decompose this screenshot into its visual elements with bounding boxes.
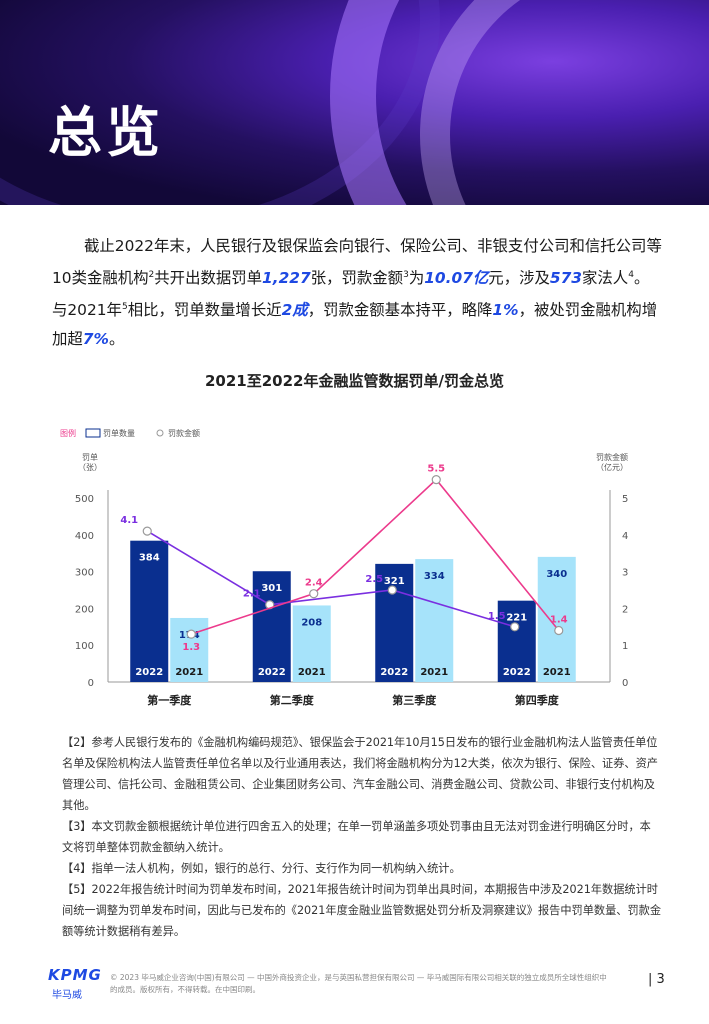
- left-tick-label: 100: [75, 641, 94, 652]
- kpmg-logo-cn: 毕马威: [52, 990, 82, 1001]
- left-tick-label: 0: [88, 678, 94, 689]
- footnotes: 【2】参考人民银行发布的《金融机构编码规范》、银保监会于2021年10月15日发…: [62, 732, 662, 942]
- left-axis-title: 罚单: [82, 452, 98, 462]
- line-value-label: 4.1: [120, 515, 138, 526]
- legend-swatch-bar: [85, 428, 101, 438]
- bar-2022: [375, 563, 414, 682]
- legend-swatch-dot: [156, 429, 164, 437]
- line-value-label: 1.3: [182, 642, 200, 653]
- right-axis-unit: （亿元）: [596, 462, 628, 472]
- right-tick-label: 3: [622, 568, 628, 579]
- line-point: [431, 475, 441, 485]
- right-axis-title: 罚款金额: [596, 452, 628, 462]
- bar-value-label: 208: [301, 617, 322, 628]
- right-tick-label: 4: [622, 531, 628, 542]
- page-title: 总览: [48, 101, 164, 164]
- line-value-label: 1.5: [488, 611, 506, 622]
- left-tick-label: 300: [75, 568, 94, 579]
- bar-2021: [415, 559, 454, 682]
- line-value-label: 2.4: [305, 578, 323, 589]
- left-tick-label: 400: [75, 531, 94, 542]
- bar-value-label: 334: [424, 571, 445, 582]
- left-tick-label: 500: [75, 494, 94, 505]
- footnote-3: 【3】本文罚款金额根据统计单位进行四舍五入的处理；在单一罚单涵盖多项处罚事由且无…: [62, 820, 651, 854]
- line-point: [186, 629, 196, 639]
- bar-2021: [170, 617, 209, 682]
- footnote-2: 【2】参考人民银行发布的《金融机构编码规范》、银保监会于2021年10月15日发…: [62, 736, 658, 812]
- line-value-label: 2.5: [365, 574, 383, 585]
- line-point: [554, 625, 564, 636]
- right-tick-label: 1: [622, 641, 628, 652]
- page-number: | 3: [648, 972, 665, 987]
- line-point: [510, 622, 520, 632]
- right-tick-label: 2: [622, 604, 628, 615]
- bar-value-label: 221: [506, 613, 527, 624]
- line-value-label: 5.5: [427, 464, 445, 475]
- kpmg-logo: KPMG: [48, 966, 102, 984]
- bar-2022: [497, 600, 536, 682]
- intro-paragraph: 截止2022年末，人民银行及银保监会向银行、保险公司、非银支付公司和信托公司等1…: [52, 237, 662, 349]
- chart-legend: 图例 罚单数量 罚款金额: [60, 428, 200, 438]
- line-2022罚款金额: [146, 530, 515, 628]
- bar-year-label: 2021: [175, 667, 203, 678]
- line-point: [309, 589, 319, 599]
- bar-year-label: 2022: [380, 667, 408, 678]
- category-label: 第三季度: [392, 693, 437, 707]
- bar-2022: [130, 540, 169, 682]
- bar-2021: [537, 556, 576, 682]
- bar-year-label: 2021: [298, 667, 326, 678]
- header-banner: 总览: [0, 0, 709, 205]
- left-tick-label: 200: [75, 604, 94, 615]
- left-axis-unit: （张）: [78, 463, 102, 472]
- category-label: 第二季度: [270, 693, 315, 707]
- bar-year-label: 2022: [258, 667, 286, 678]
- category-label: 第一季度: [147, 693, 192, 707]
- line-value-label: 2.1: [243, 589, 261, 600]
- line-value-label: 1.4: [550, 614, 568, 625]
- bar-year-label: 2021: [420, 667, 448, 678]
- bar-year-label: 2022: [135, 667, 163, 678]
- bar-2021: [292, 605, 331, 682]
- bar-year-label: 2021: [543, 667, 571, 678]
- line-point: [142, 526, 152, 536]
- right-tick-label: 5: [622, 494, 628, 505]
- plot-area: 0100200300400500012345第一季度38420221742021…: [75, 464, 628, 707]
- legend-bar-label: 罚单数量: [103, 428, 135, 438]
- bar-value-label: 340: [546, 569, 567, 580]
- bar-value-label: 301: [261, 583, 282, 594]
- footnote-5: 【5】2022年报告统计时间为罚单发布时间，2021年报告统计时间为罚单出具时间…: [62, 883, 662, 938]
- bar-year-label: 2022: [503, 667, 531, 678]
- chart-title: 2021至2022年金融监管数据罚单/罚金总览: [205, 372, 504, 390]
- legend-line-label: 罚款金额: [168, 428, 200, 438]
- bar-value-label: 321: [384, 576, 405, 587]
- footnote-4: 【4】指单一法人机构，例如，银行的总行、分行、支行作为同一机构纳入统计。: [62, 862, 461, 875]
- line-2021罚款金额: [190, 478, 560, 635]
- bar-value-label: 384: [139, 553, 160, 564]
- line-point: [387, 585, 397, 595]
- right-tick-label: 0: [622, 678, 628, 689]
- category-label: 第四季度: [515, 693, 560, 707]
- bar-2022: [252, 571, 291, 682]
- copyright-text: © 2023 毕马威企业咨询(中国)有限公司 — 中国外商投资企业，是与英国私营…: [110, 973, 607, 994]
- legend-title: 图例: [60, 428, 76, 438]
